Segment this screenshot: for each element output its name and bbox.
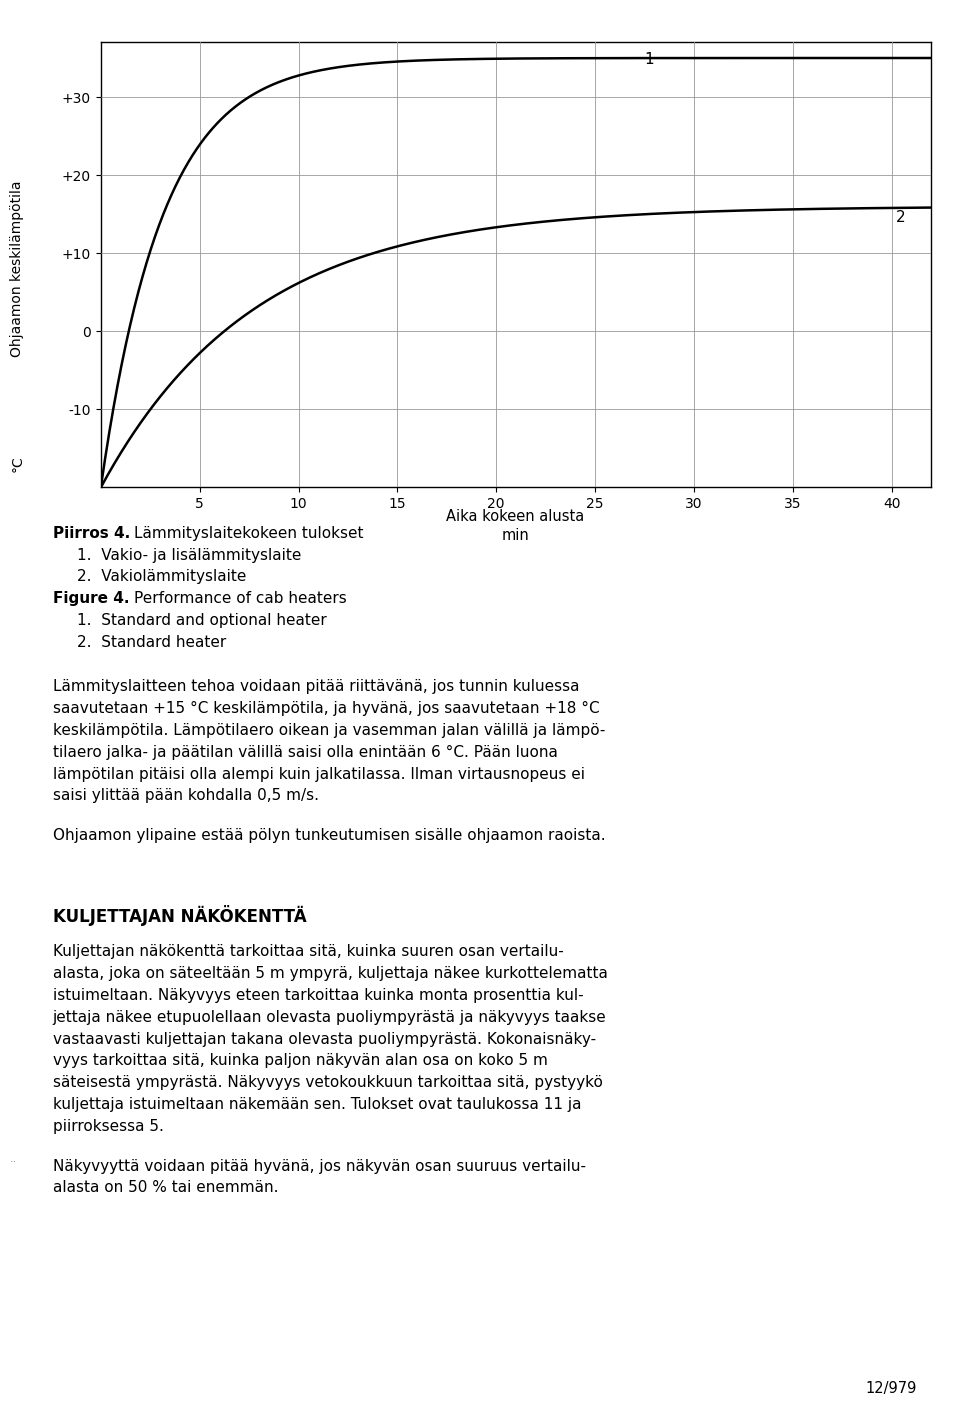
Text: vyys tarkoittaa sitä, kuinka paljon näkyvän alan osa on koko 5 m: vyys tarkoittaa sitä, kuinka paljon näky… [53,1054,547,1068]
Text: Figure 4.: Figure 4. [53,591,130,606]
Text: säteisestä ympyrästä. Näkyvyys vetokoukkuun tarkoittaa sitä, pystyykö: säteisestä ympyrästä. Näkyvyys vetokoukk… [53,1075,603,1091]
Text: saisi ylittää pään kohdalla 0,5 m/s.: saisi ylittää pään kohdalla 0,5 m/s. [53,788,319,804]
Text: Lämmityslaitteen tehoa voidaan pitää riittävänä, jos tunnin kuluessa: Lämmityslaitteen tehoa voidaan pitää rii… [53,680,579,694]
Text: kuljettaja istuimeltaan näkemään sen. Tulokset ovat taulukossa 11 ja: kuljettaja istuimeltaan näkemään sen. Tu… [53,1098,582,1112]
Text: jettaja näkee etupuolellaan olevasta puoliympyrästä ja näkyvyys taakse: jettaja näkee etupuolellaan olevasta puo… [53,1010,607,1024]
Text: Ohjaamon keskilämpötila: Ohjaamon keskilämpötila [11,181,24,356]
Text: 1.  Standard and optional heater: 1. Standard and optional heater [77,613,326,629]
Text: Aika kokeen alusta: Aika kokeen alusta [446,509,585,524]
Text: 2.  Vakiolämmityslaite: 2. Vakiolämmityslaite [77,569,246,585]
Text: piirroksessa 5.: piirroksessa 5. [53,1119,163,1135]
Text: °C: °C [11,455,24,472]
Text: Lämmityslaitekokeen tulokset: Lämmityslaitekokeen tulokset [134,526,364,541]
Text: Kuljettajan näkökenttä tarkoittaa sitä, kuinka suuren osan vertailu-: Kuljettajan näkökenttä tarkoittaa sitä, … [53,944,564,959]
Text: Performance of cab heaters: Performance of cab heaters [134,591,348,606]
Text: tilaero jalka- ja päätilan välillä saisi olla enintään 6 °C. Pään luona: tilaero jalka- ja päätilan välillä saisi… [53,745,558,760]
Text: 1.  Vakio- ja lisälämmityslaite: 1. Vakio- ja lisälämmityslaite [77,547,301,562]
Text: saavutetaan +15 °C keskilämpötila, ja hyvänä, jos saavutetaan +18 °C: saavutetaan +15 °C keskilämpötila, ja hy… [53,701,599,716]
Text: 1: 1 [644,52,654,68]
Text: 2.  Standard heater: 2. Standard heater [77,636,226,650]
Text: 2: 2 [896,211,905,225]
Text: Näkyvyyttä voidaan pitää hyvänä, jos näkyvän osan suuruus vertailu-: Näkyvyyttä voidaan pitää hyvänä, jos näk… [53,1159,586,1174]
Text: keskilämpötila. Lämpötilaero oikean ja vasemman jalan välillä ja lämpö-: keskilämpötila. Lämpötilaero oikean ja v… [53,723,605,738]
Text: istuimeltaan. Näkyvyys eteen tarkoittaa kuinka monta prosenttia kul-: istuimeltaan. Näkyvyys eteen tarkoittaa … [53,988,584,1003]
Text: Piirros 4.: Piirros 4. [53,526,130,541]
Text: vastaavasti kuljettajan takana olevasta puoliympyrästä. Kokonaisnäky-: vastaavasti kuljettajan takana olevasta … [53,1031,596,1047]
Text: lämpötilan pitäisi olla alempi kuin jalkatilassa. Ilman virtausnopeus ei: lämpötilan pitäisi olla alempi kuin jalk… [53,766,585,781]
Text: ··: ·· [10,1157,17,1167]
Text: min: min [502,528,529,544]
Text: Ohjaamon ylipaine estää pölyn tunkeutumisen sisälle ohjaamon raoista.: Ohjaamon ylipaine estää pölyn tunkeutumi… [53,828,606,844]
Text: KULJETTAJAN NÄKÖKENTTÄ: KULJETTAJAN NÄKÖKENTTÄ [53,904,306,926]
Text: alasta on 50 % tai enemmän.: alasta on 50 % tai enemmän. [53,1180,278,1195]
Text: 12/979: 12/979 [865,1381,917,1396]
Text: alasta, joka on säteeltään 5 m ympyrä, kuljettaja näkee kurkottelematta: alasta, joka on säteeltään 5 m ympyrä, k… [53,966,608,981]
